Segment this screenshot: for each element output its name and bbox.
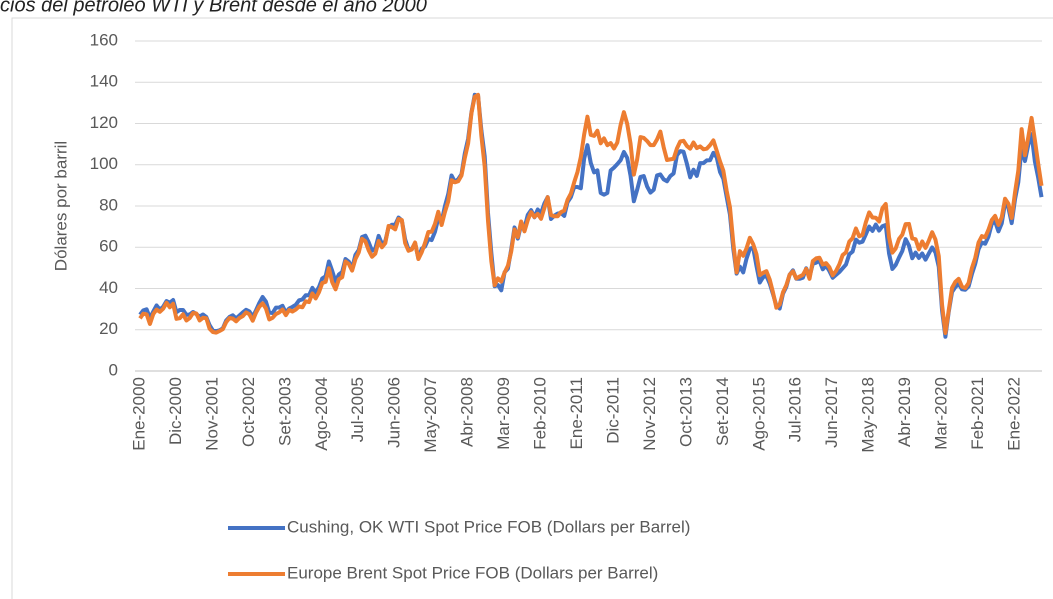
series-line: [138, 92, 1044, 336]
x-tick-label: Nov-2001: [202, 377, 221, 451]
x-tick-label: Ene-2000: [129, 377, 148, 451]
x-tick-label: May-2018: [859, 377, 878, 453]
y-tick-label: 60: [99, 237, 118, 256]
x-tick-label: Mar-2020: [932, 377, 951, 450]
y-tick-label: 20: [99, 319, 118, 338]
chart-frame: [11, 17, 1053, 599]
x-tick-label: Jun-2006: [385, 377, 404, 448]
x-tick-label: Dic-2011: [603, 377, 622, 444]
x-tick-label: Dic-2000: [166, 377, 185, 445]
series-line: [138, 92, 1044, 339]
y-tick-label: 140: [90, 72, 118, 91]
y-tick-label: 80: [99, 195, 118, 214]
y-tick-label: 160: [90, 30, 118, 49]
x-tick-label: Ago-2015: [749, 377, 768, 451]
y-axis-title: Dólares por barril: [51, 141, 70, 271]
x-tick-label: Ago-2004: [312, 377, 331, 451]
x-tick-label: Nov-2012: [640, 377, 659, 451]
x-tick-label: Abr-2008: [458, 377, 477, 447]
y-tick-label: 0: [109, 360, 118, 379]
x-tick-label: Abr-2019: [895, 377, 914, 447]
x-tick-label: Jun-2017: [822, 377, 841, 448]
y-tick-label: 100: [90, 154, 118, 173]
x-tick-label: Jul-2005: [348, 377, 367, 442]
x-tick-label: May-2007: [421, 377, 440, 453]
x-tick-label: Set-2014: [713, 377, 732, 446]
y-tick-label: 120: [90, 113, 118, 132]
legend-label: Europe Brent Spot Price FOB (Dollars per…: [287, 563, 658, 582]
legend-label: Cushing, OK WTI Spot Price FOB (Dollars …: [287, 517, 690, 536]
x-tick-label: Oct-2013: [676, 377, 695, 447]
x-tick-label: Oct-2002: [239, 377, 258, 447]
y-tick-label: 40: [99, 278, 118, 297]
x-tick-label: Feb-2021: [968, 377, 987, 450]
chart-title: cios del petróleo WTI y Brent desde el a…: [0, 0, 427, 16]
x-tick-label: Ene-2022: [1004, 377, 1023, 451]
x-tick-label: Jul-2016: [786, 377, 805, 442]
x-tick-label: Ene-2011: [567, 377, 586, 449]
x-tick-label: Set-2003: [275, 377, 294, 446]
x-tick-label: Mar-2009: [494, 377, 513, 450]
x-tick-label: Feb-2010: [531, 377, 550, 450]
